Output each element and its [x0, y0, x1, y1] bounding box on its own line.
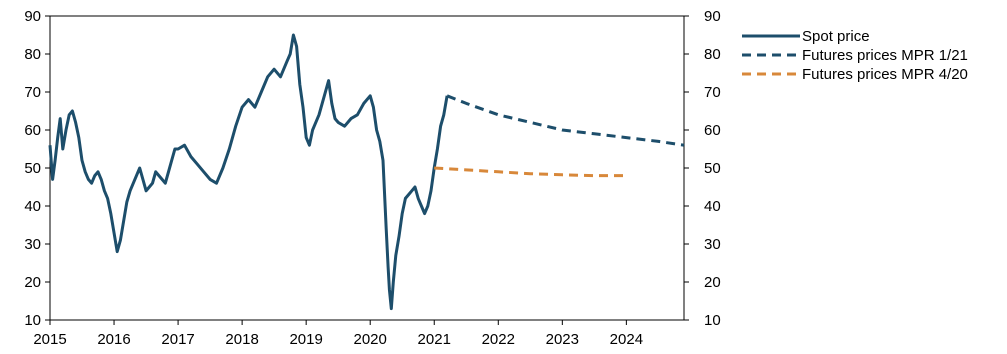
x-tick-label: 2018	[225, 331, 258, 348]
y-tick-label-right: 10	[704, 312, 721, 329]
y-tick-label-right: 70	[704, 84, 721, 101]
y-tick-label-left: 10	[24, 312, 41, 329]
x-tick-label: 2020	[354, 331, 387, 348]
y-tick-label-left: 40	[24, 198, 41, 215]
legend-label-1: Futures prices MPR 1/21	[802, 47, 968, 64]
right-y-axis: 10 20 30 40 50 60 70 80 90	[684, 8, 721, 329]
x-tick-label: 2023	[546, 331, 579, 348]
x-tick-label: 2022	[482, 331, 515, 348]
y-tick-label-left: 60	[24, 122, 41, 139]
x-tick-label: 2021	[418, 331, 451, 348]
series-line-0	[48, 33, 449, 311]
y-tick-label-right: 90	[704, 8, 721, 25]
left-y-axis: 10 20 30 40 50 60 70 80 90	[24, 8, 50, 329]
y-tick-label-right: 80	[704, 46, 721, 63]
y-tick-label-left: 80	[24, 46, 41, 63]
series-line-1	[446, 94, 685, 147]
y-tick-label-left: 70	[24, 84, 41, 101]
plot-frame	[49, 15, 685, 321]
y-tick-label-left: 50	[24, 160, 41, 177]
y-tick-label-right: 30	[704, 236, 721, 253]
series-layer	[48, 33, 685, 311]
x-tick-label: 2024	[610, 331, 643, 348]
x-tick-label: 2016	[97, 331, 130, 348]
y-tick-label-left: 30	[24, 236, 41, 253]
y-tick-label-left: 20	[24, 274, 41, 291]
y-tick-label-right: 60	[704, 122, 721, 139]
x-tick-label: 2017	[161, 331, 194, 348]
series-line-2	[434, 166, 624, 178]
legend-label-0: Spot price	[802, 28, 870, 45]
x-tick-label: 2015	[33, 331, 66, 348]
y-tick-label-left: 90	[24, 8, 41, 25]
y-tick-label-right: 50	[704, 160, 721, 177]
x-axis: 2015 2016 2017 2018 2019 2020 2021 2022 2023 2024	[33, 320, 643, 348]
legend-label-2: Futures prices MPR 4/20	[802, 66, 968, 83]
legend: Spot price Futures prices MPR 1/21 Futures…	[742, 28, 968, 83]
x-tick-label: 2019	[289, 331, 322, 348]
y-tick-label-right: 20	[704, 274, 721, 291]
y-tick-label-right: 40	[704, 198, 721, 215]
